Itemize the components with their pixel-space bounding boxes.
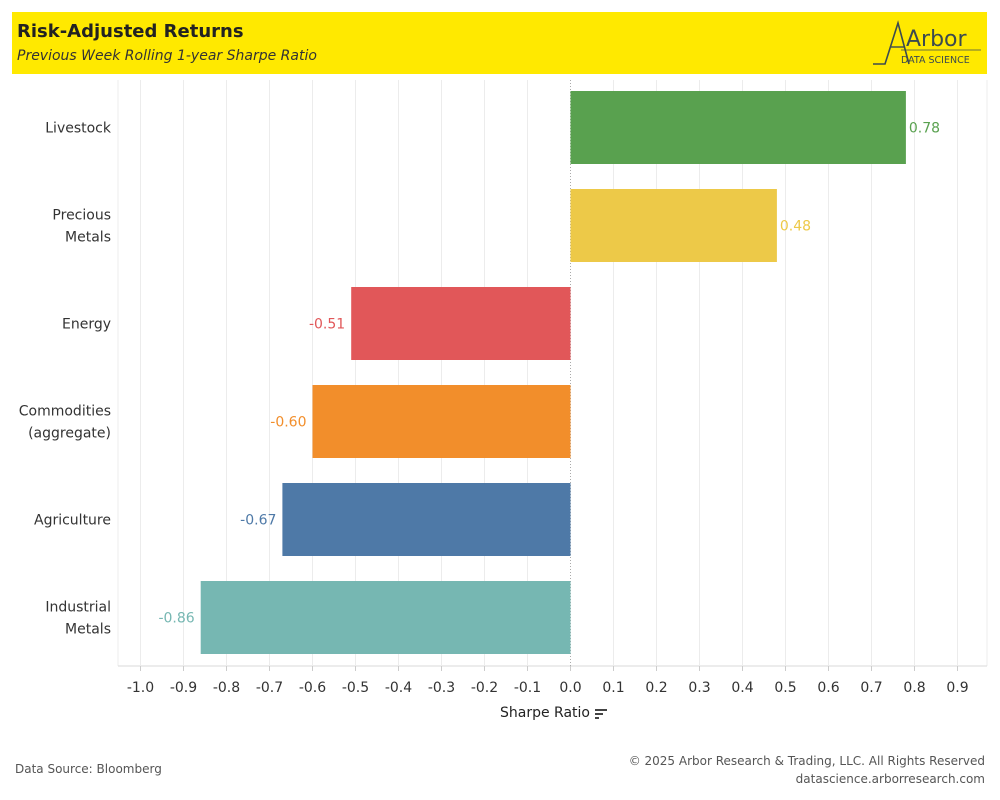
- x-tick-label: -0.9: [170, 680, 197, 696]
- bar[interactable]: [312, 385, 571, 458]
- labels-layer: 0.78 Livestock 0.48 Precious Metals -0.51 Ener…: [19, 121, 940, 638]
- bar-value-label: -0.60: [270, 415, 306, 431]
- bar-value-label: 0.48: [780, 219, 811, 235]
- grid-layer: [117, 80, 988, 667]
- x-tick-label: 0.1: [602, 680, 624, 696]
- footer-url[interactable]: datascience.arborresearch.com: [795, 772, 985, 786]
- x-tick-label: 0.8: [903, 680, 925, 696]
- chart-header: Risk-Adjusted Returns Previous Week Roll…: [12, 12, 987, 74]
- footer-credits: © 2025 Arbor Research & Trading, LLC. Al…: [629, 752, 985, 788]
- bar[interactable]: [200, 581, 571, 654]
- x-tick-label: 0.3: [688, 680, 710, 696]
- bar[interactable]: [570, 189, 777, 262]
- category-label: Agriculture: [34, 513, 111, 529]
- x-tick-label: -1.0: [127, 680, 154, 696]
- x-tick-label: 0.6: [817, 680, 839, 696]
- sort-descending-icon[interactable]: [595, 708, 607, 719]
- x-tick-label: -0.8: [213, 680, 240, 696]
- x-tick-label: -0.4: [385, 680, 412, 696]
- category-label: Industrial Metals: [45, 600, 111, 638]
- x-tick-label: -0.6: [299, 680, 326, 696]
- category-label: Commodities (aggregate): [19, 404, 111, 442]
- bars-layer: [200, 91, 906, 654]
- category-label: Energy: [62, 317, 111, 333]
- chart-title: Risk-Adjusted Returns: [17, 21, 244, 42]
- x-axis-title: Sharpe Ratio: [500, 705, 590, 721]
- x-tick-label: 0.0: [559, 680, 581, 696]
- sharpe-ratio-bar-chart: 0.78 Livestock 0.48 Precious Metals -0.51 Ener…: [19, 80, 988, 696]
- category-label: Precious Metals: [52, 208, 111, 246]
- copyright-text: © 2025 Arbor Research & Trading, LLC. Al…: [628, 754, 985, 768]
- bar-value-label: 0.78: [909, 121, 940, 137]
- chart-subtitle: Previous Week Rolling 1-year Sharpe Rati…: [17, 48, 317, 64]
- logo-subtitle: DATA SCIENCE: [901, 55, 970, 66]
- x-tick-label: 0.2: [645, 680, 667, 696]
- x-tick-label: 0.4: [731, 680, 753, 696]
- x-tick-label: 0.9: [946, 680, 968, 696]
- x-tick-label: -0.2: [471, 680, 498, 696]
- data-source: Data Source: Bloomberg: [15, 762, 162, 776]
- x-tick-label: -0.7: [256, 680, 283, 696]
- bar[interactable]: [570, 91, 906, 164]
- bar-value-label: -0.51: [309, 317, 345, 333]
- x-tick-label: 0.5: [774, 680, 796, 696]
- x-tick-label: -0.5: [342, 680, 369, 696]
- bar-value-label: -0.67: [240, 513, 276, 529]
- logo-wordmark: Arbor: [906, 27, 968, 52]
- category-label: Livestock: [45, 121, 112, 137]
- x-tick-label: 0.7: [860, 680, 882, 696]
- x-tick-label: -0.1: [514, 680, 541, 696]
- x-axis-title-wrap[interactable]: Sharpe Ratio: [500, 705, 607, 721]
- bar[interactable]: [282, 483, 571, 556]
- x-axis-ticks: -1.0 -0.9 -0.8 -0.7 -0.6 -0.5 -0.4 -0.3 -0.2 -0.1…: [127, 666, 969, 696]
- bar-value-label: -0.86: [158, 611, 194, 627]
- x-tick-label: -0.3: [428, 680, 455, 696]
- arbor-logo: Arbor DATA SCIENCE: [873, 20, 981, 66]
- bar[interactable]: [351, 287, 571, 360]
